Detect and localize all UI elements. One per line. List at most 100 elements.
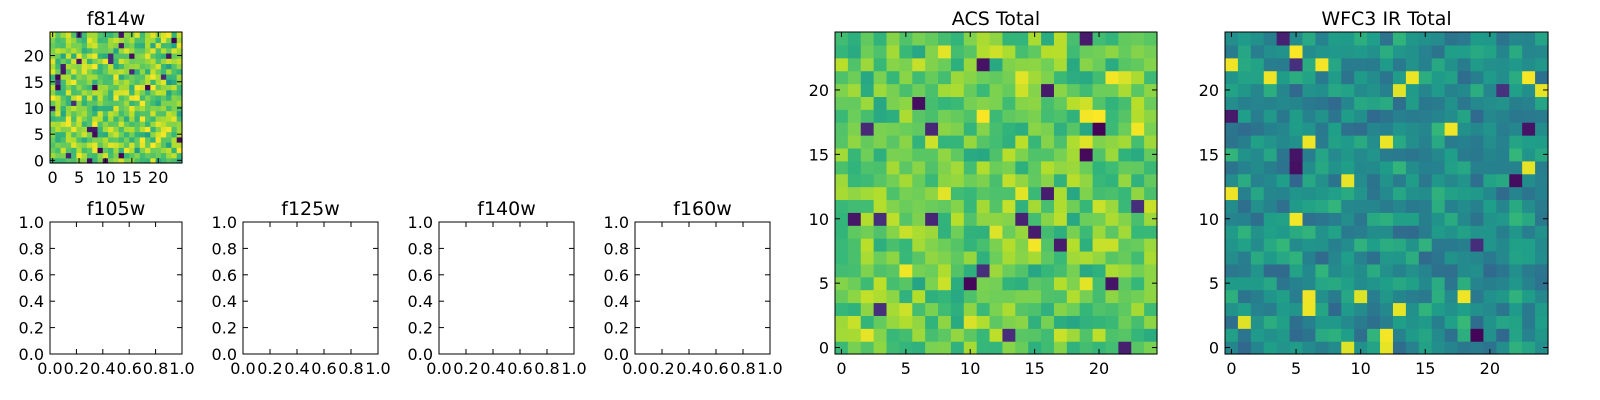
heatmap-cell <box>989 225 1004 239</box>
heatmap-cell <box>1066 122 1081 136</box>
y-tick-label: 10 <box>1199 210 1219 229</box>
heatmap-cell <box>155 84 162 91</box>
heatmap-cell <box>1276 57 1291 72</box>
heatmap-cell <box>1289 135 1304 149</box>
heatmap-cell <box>1405 238 1420 252</box>
x-tick-label: 15 <box>122 168 142 187</box>
heatmap-cell <box>1302 302 1317 316</box>
heatmap-cell <box>963 328 978 342</box>
heatmap-cell <box>989 160 1004 175</box>
heatmap-cell <box>1470 83 1484 97</box>
heatmap-cell <box>65 84 72 91</box>
heatmap-cell <box>925 44 939 59</box>
heatmap-cell <box>1302 341 1317 355</box>
heatmap-cell <box>134 94 141 101</box>
heatmap-cell <box>1144 302 1158 316</box>
heatmap-cell <box>1341 173 1355 188</box>
heatmap-cell <box>50 115 56 122</box>
heatmap-cell <box>1354 199 1368 213</box>
heatmap-cell <box>886 263 900 278</box>
heatmap-cell <box>1028 44 1042 59</box>
heatmap-cell <box>989 238 1004 252</box>
heatmap-cell <box>1431 122 1446 136</box>
heatmap-cell <box>1431 96 1446 110</box>
heatmap-cell <box>1444 96 1459 110</box>
heatmap-cell <box>1289 147 1304 162</box>
heatmap-cell <box>86 79 93 85</box>
heatmap-cell <box>1015 160 1029 175</box>
heatmap-cell <box>860 263 875 278</box>
heatmap-cell <box>835 315 849 329</box>
heatmap-cell <box>912 83 926 97</box>
heatmap-cell <box>1028 147 1042 162</box>
heatmap-cell <box>1470 57 1484 72</box>
heatmap-cell <box>145 63 151 70</box>
heatmap-cell <box>1522 122 1536 136</box>
heatmap-cell <box>963 302 978 316</box>
heatmap-cell <box>873 276 888 291</box>
heatmap-cell <box>1483 135 1497 149</box>
heatmap-cell <box>155 126 162 133</box>
heatmap-cell <box>1380 212 1394 226</box>
heatmap-cell <box>1302 70 1317 85</box>
heatmap-cell <box>860 225 875 239</box>
heatmap-cell <box>139 32 146 38</box>
heatmap-cell <box>1418 44 1433 59</box>
heatmap-cell <box>97 94 104 101</box>
heatmap-cell <box>118 73 125 80</box>
heatmap-cell <box>1250 289 1265 304</box>
heatmap-cell <box>150 147 157 154</box>
heatmap-cell <box>938 289 952 304</box>
heatmap-cell <box>976 250 991 265</box>
heatmap-cell <box>1276 225 1291 239</box>
heatmap-cell <box>912 225 926 239</box>
heatmap-cell <box>160 63 167 70</box>
heatmap-cell <box>1470 315 1484 329</box>
heatmap-cell <box>860 289 875 304</box>
heatmap-cell <box>847 328 862 342</box>
heatmap-cell <box>1535 199 1549 213</box>
heatmap-cell <box>102 89 109 96</box>
heatmap-cell <box>1289 276 1304 291</box>
heatmap-cell <box>873 122 888 136</box>
heatmap-cell <box>1263 341 1278 355</box>
heatmap-cell <box>1328 96 1342 110</box>
heatmap-cell <box>71 32 77 38</box>
y-tick-label: 0.2 <box>19 319 44 338</box>
heatmap-cell <box>925 147 939 162</box>
heatmap-cell <box>899 212 913 226</box>
heatmap-cell <box>86 147 93 154</box>
heatmap-cell <box>1131 57 1145 72</box>
heatmap-cell <box>1131 96 1145 110</box>
heatmap-cell <box>108 131 114 138</box>
heatmap-cell <box>976 44 991 59</box>
heatmap-cell <box>925 109 939 123</box>
heatmap-cell <box>1131 70 1145 85</box>
heatmap-cell <box>113 142 120 148</box>
heatmap-cell <box>1509 328 1523 342</box>
heatmap-cell <box>1341 276 1355 291</box>
heatmap-cell <box>1470 44 1484 59</box>
heatmap-cell <box>1380 160 1394 175</box>
heatmap-cell <box>938 186 952 201</box>
heatmap-cell <box>976 238 991 252</box>
heatmap-cell <box>113 79 120 85</box>
heatmap-cell <box>976 83 991 97</box>
heatmap-cell <box>71 58 77 65</box>
heatmap-cell <box>976 135 991 149</box>
heatmap-cell <box>1367 328 1381 342</box>
heatmap-cell <box>835 250 849 265</box>
heatmap-cell <box>1002 238 1016 252</box>
heatmap-cell <box>50 58 56 65</box>
heatmap-cell <box>1315 96 1329 110</box>
heatmap-cell <box>1354 186 1368 201</box>
heatmap-cell <box>118 142 125 148</box>
x-tick-label: 0.0 <box>230 359 255 378</box>
heatmap-cell <box>925 96 939 110</box>
heatmap-cell <box>60 147 67 154</box>
heatmap-cell <box>847 289 862 304</box>
heatmap-cell <box>1535 96 1549 110</box>
heatmap-cell <box>1263 109 1278 123</box>
heatmap-cell <box>134 52 141 59</box>
